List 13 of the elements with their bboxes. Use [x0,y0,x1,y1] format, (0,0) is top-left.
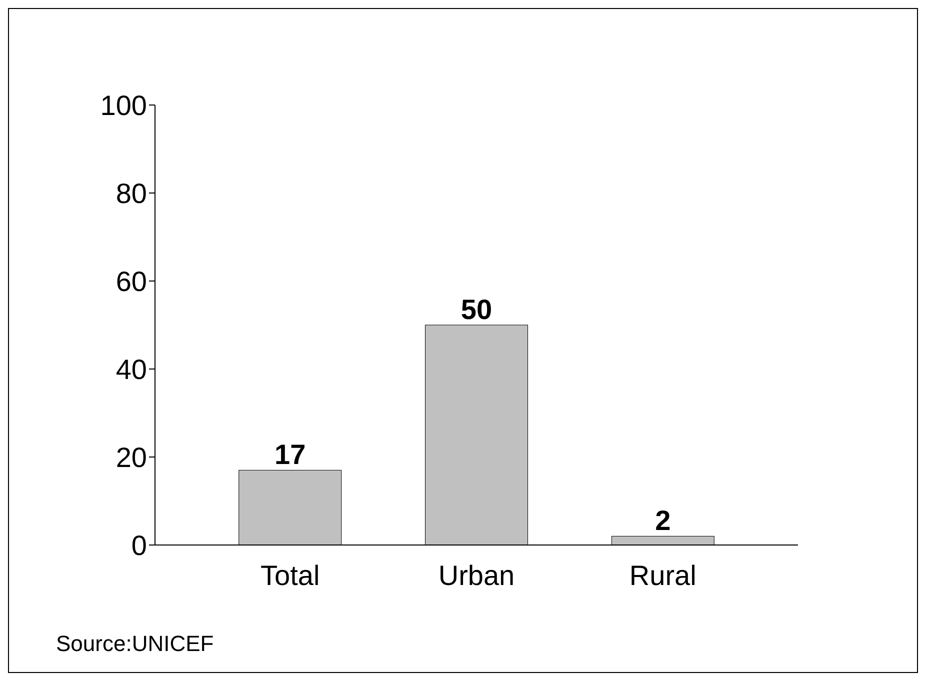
source-note: Source:UNICEF [56,631,214,656]
x-tick-label: Total [260,560,320,591]
y-tick-label: 60 [116,266,147,297]
y-tick-label: 40 [116,354,147,385]
x-tick-label: Rural [629,560,696,591]
y-tick-label: 0 [131,530,147,561]
data-label: 2 [655,505,671,536]
data-label: 50 [460,294,492,325]
y-tick-label: 100 [100,90,147,121]
x-tick-label: Urban [438,560,515,591]
y-tick-label: 20 [116,442,147,473]
data-label: 17 [274,439,306,470]
y-tick-label: 80 [116,178,147,209]
